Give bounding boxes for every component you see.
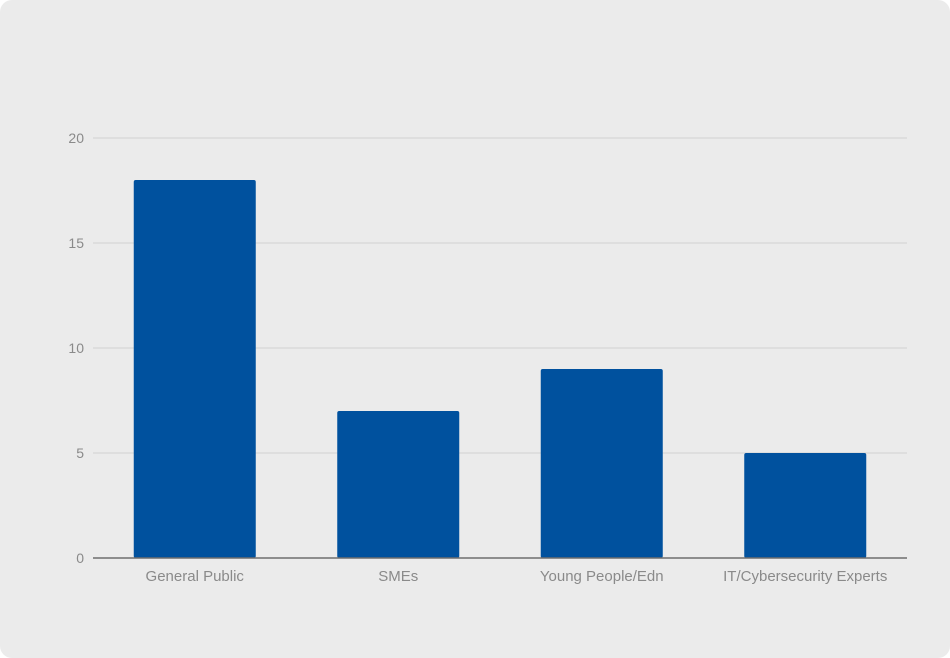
bars [133, 180, 867, 558]
y-tick-label: 15 [68, 235, 84, 251]
x-tick-label: Young People/Edn [540, 568, 664, 585]
y-axis-ticks: 0 5 10 15 20 [68, 130, 84, 566]
x-tick-label: General Public [146, 568, 245, 585]
y-tick-label: 10 [68, 340, 84, 356]
x-tick-label: SMEs [378, 568, 418, 585]
x-axis-labels: General Public SMEs Young People/Edn IT/Cyb… [146, 568, 888, 585]
bar [337, 411, 460, 558]
bar [744, 453, 867, 558]
y-tick-label: 0 [76, 550, 84, 566]
bar [133, 180, 256, 558]
bar [540, 369, 663, 558]
y-tick-label: 20 [68, 130, 84, 146]
y-tick-label: 5 [76, 445, 84, 461]
x-tick-label: IT/Cybersecurity Experts [723, 568, 887, 585]
